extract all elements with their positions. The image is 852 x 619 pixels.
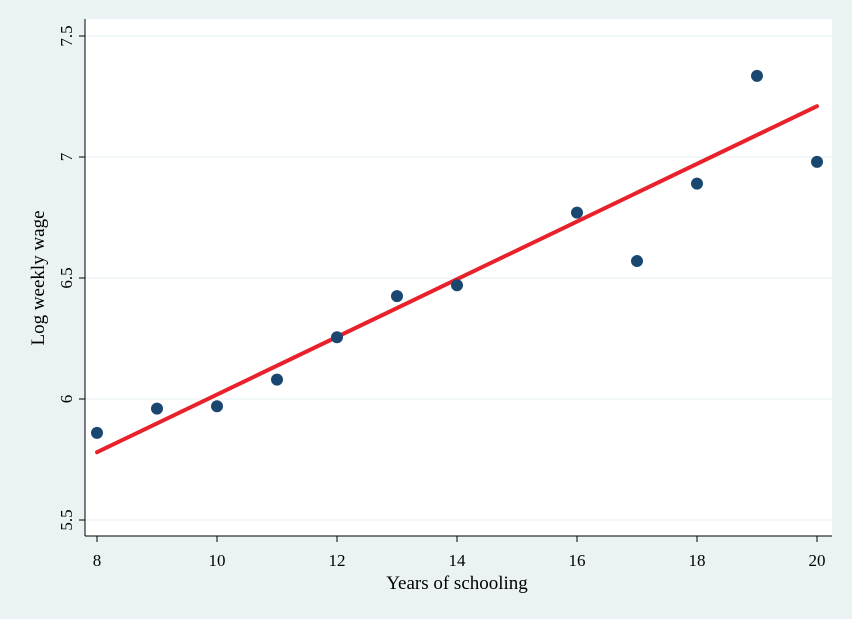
x-axis-ticks: 8 10 12 14 16 18 20: [93, 536, 826, 570]
y-tick-label-0: 5.5: [57, 509, 76, 530]
scatter-point-6: [451, 279, 463, 292]
fit-line: [95, 104, 819, 455]
scatter-point-8: [631, 255, 643, 268]
scatter-point-11: [811, 155, 823, 168]
scatter-point-2: [211, 400, 223, 413]
y-axis-title: Log weekly wage: [28, 210, 49, 345]
scatter-point-1: [151, 402, 163, 415]
scatter-point-5: [391, 290, 403, 303]
scatter-point-7: [571, 206, 583, 219]
y-axis-ticks: 5.5 6 6.5 7 7.5: [57, 25, 85, 531]
x-tick-label-3: 14: [449, 551, 467, 570]
scatter-point-0: [91, 426, 103, 439]
y-tick-label-3: 7: [57, 152, 76, 161]
y-tick-label-4: 7.5: [57, 25, 76, 46]
x-tick-label-5: 18: [689, 551, 706, 570]
x-axis-title: Years of schooling: [386, 573, 528, 594]
x-tick-label-1: 10: [209, 551, 226, 570]
x-tick-label-2: 12: [329, 551, 346, 570]
y-tick-label-2: 6.5: [57, 267, 76, 288]
y-tick-label-1: 6: [57, 395, 76, 404]
scatter-point-9: [691, 177, 703, 190]
x-tick-label-4: 16: [569, 551, 586, 570]
x-tick-label-0: 8: [93, 551, 102, 570]
scatter-point-4: [331, 331, 343, 344]
scatter-point-3: [271, 373, 283, 386]
x-tick-label-6: 20: [809, 551, 826, 570]
scatter-point-10: [751, 69, 763, 82]
chart-marks: [91, 69, 823, 455]
